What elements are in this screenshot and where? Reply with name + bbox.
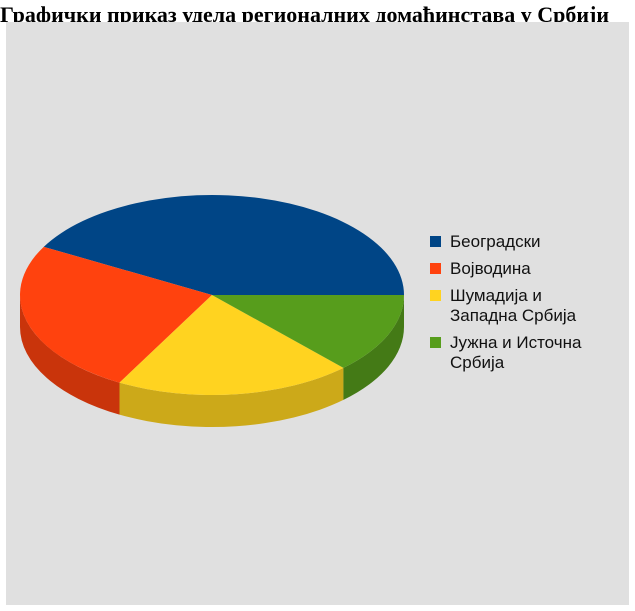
pie-slice-3 [212, 295, 404, 368]
legend-item-vojvodina: Војводина [426, 259, 626, 279]
legend-swatch [430, 263, 441, 274]
legend-item-beogradski: Београдски [426, 232, 626, 252]
legend-swatch [430, 236, 441, 247]
legend-label: Шумадија и Западна Србија [450, 286, 577, 325]
legend-swatch [430, 337, 441, 348]
legend: Београдски Војводина Шумадија и Западна … [426, 232, 626, 380]
pie-side-1 [20, 295, 120, 415]
pie-side-2 [119, 367, 344, 427]
legend-label: Јужна и Источна Србија [450, 333, 582, 372]
legend-swatch [430, 290, 441, 301]
legend-label: Београдски [450, 232, 541, 251]
pie-slice-0 [43, 194, 405, 295]
pie-slice-1 [19, 246, 212, 383]
pie-chart [19, 194, 405, 427]
pie-side-3 [343, 295, 404, 400]
legend-label: Војводина [450, 259, 531, 278]
chart-panel: Београдски Војводина Шумадија и Западна … [6, 22, 629, 605]
pie-slice-2 [119, 295, 344, 395]
legend-item-juzna: Јужна и Источна Србија [426, 333, 626, 373]
legend-item-sumadija: Шумадија и Западна Србија [426, 286, 626, 326]
